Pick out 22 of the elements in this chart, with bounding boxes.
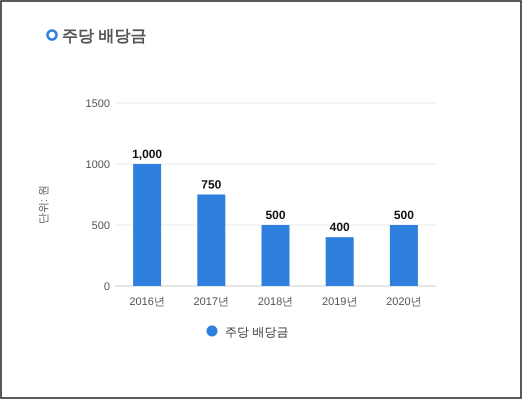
chart-title: 주당 배당금 — [62, 28, 146, 45]
y-tick-label: 1500 — [86, 98, 110, 110]
y-tick-label: 500 — [92, 220, 110, 232]
x-tick-label: 2020년 — [386, 296, 422, 308]
bar — [390, 225, 418, 286]
y-tick-label: 0 — [104, 281, 110, 293]
x-tick-label: 2017년 — [194, 296, 230, 308]
bar — [133, 164, 162, 286]
bar — [197, 194, 226, 286]
legend-label: 주당 배당금 — [225, 325, 288, 339]
y-axis-title: 단위: 원 — [38, 184, 50, 224]
y-tick-label: 1000 — [86, 159, 110, 171]
data-label: 1,000 — [132, 147, 162, 161]
x-tick-label: 2016년 — [129, 296, 165, 308]
bar — [326, 237, 354, 286]
data-label: 500 — [265, 208, 286, 222]
data-label: 750 — [201, 178, 222, 192]
data-label: 400 — [330, 220, 350, 234]
bar — [262, 225, 290, 286]
x-tick-label: 2018년 — [258, 296, 294, 308]
x-tick-label: 2019년 — [322, 296, 358, 308]
data-label: 500 — [394, 208, 414, 222]
